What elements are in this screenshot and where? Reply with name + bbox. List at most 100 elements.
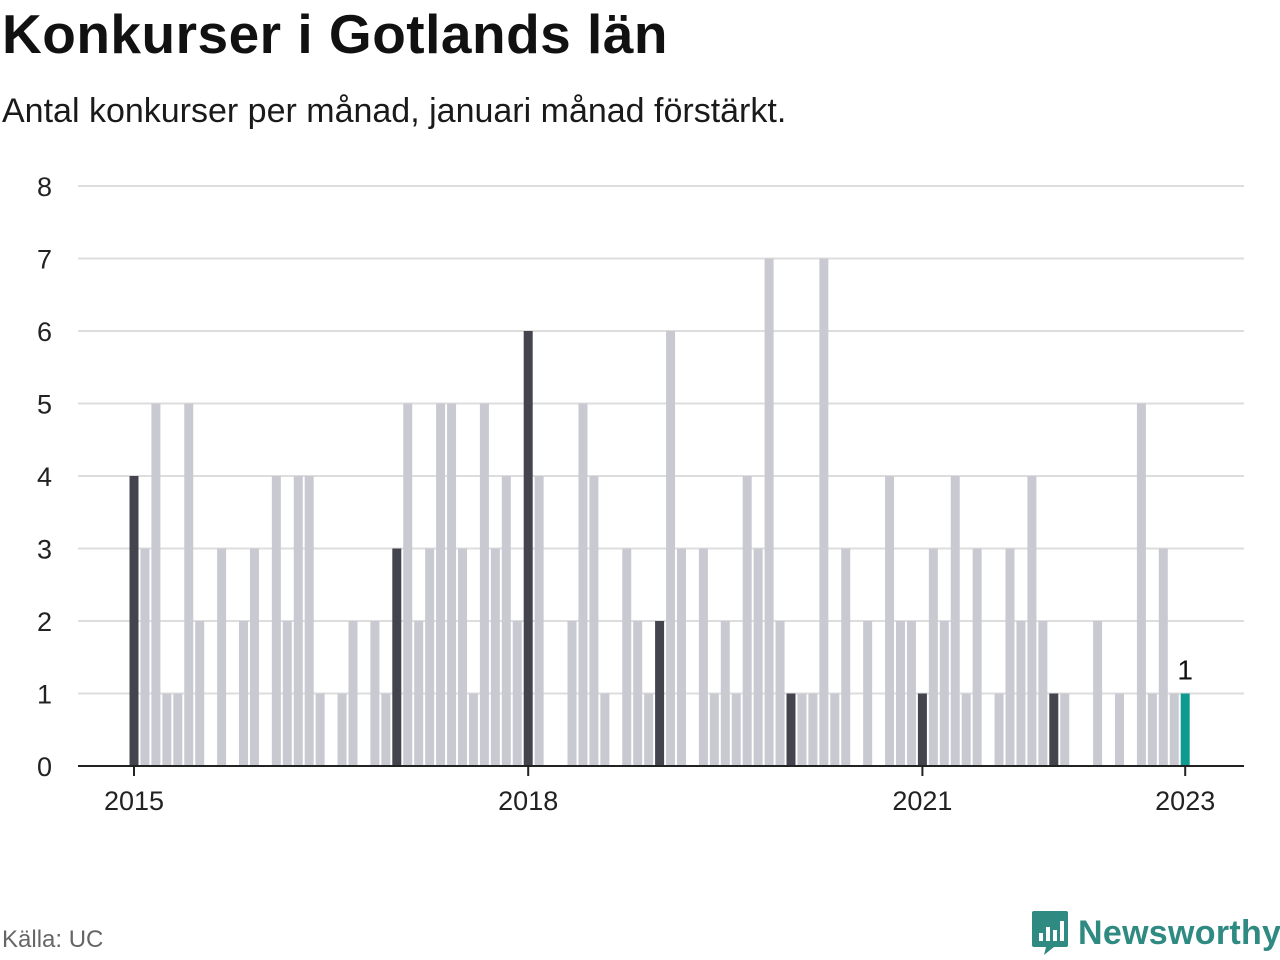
bar — [1093, 621, 1103, 766]
bar — [271, 476, 281, 766]
bar — [1180, 693, 1190, 766]
bar — [764, 258, 774, 766]
bar — [239, 621, 248, 766]
bar — [775, 621, 785, 766]
bar — [709, 693, 719, 766]
x-tick-label: 2015 — [104, 786, 164, 816]
bar — [304, 476, 314, 766]
brand-logo: Newsworthy — [1030, 908, 1280, 958]
chart-title: Konkurser i Gotlands län — [2, 3, 669, 65]
bar-chart: 0 1 2 3 4 5 6 7 8 2015 2018 2021 2023 1 — [37, 172, 1244, 816]
bar — [600, 693, 610, 766]
bar — [129, 476, 139, 766]
bar — [567, 621, 577, 766]
bar — [184, 403, 194, 766]
last-value-label: 1 — [1177, 655, 1193, 686]
newsworthy-logo-icon — [1032, 911, 1068, 955]
bar — [512, 621, 522, 766]
bar — [501, 476, 511, 766]
bar — [731, 693, 741, 766]
bar — [195, 621, 205, 766]
bar — [939, 621, 949, 766]
bar — [337, 693, 347, 766]
bar — [786, 693, 796, 766]
bar — [972, 548, 982, 766]
bar — [173, 693, 183, 766]
brand-name: Newsworthy — [1078, 913, 1280, 952]
bar — [994, 693, 1004, 766]
bar — [315, 693, 325, 766]
bar — [151, 403, 161, 766]
bar — [293, 476, 303, 766]
chart-subtitle: Antal konkurser per månad, januari månad… — [2, 92, 787, 130]
bar — [249, 548, 259, 766]
bar — [644, 693, 654, 766]
bar — [1136, 403, 1146, 766]
y-tick-label: 7 — [37, 245, 52, 275]
bar — [458, 548, 467, 766]
bar — [392, 548, 402, 766]
y-tick-label: 3 — [37, 535, 52, 565]
bar — [622, 548, 632, 766]
bar — [753, 548, 763, 766]
bar — [698, 548, 708, 766]
bar — [808, 693, 818, 766]
bar — [589, 476, 599, 766]
bar — [720, 621, 730, 766]
bar — [523, 331, 533, 766]
bar — [217, 548, 227, 766]
bar — [950, 476, 960, 766]
x-tick-label: 2018 — [498, 786, 558, 816]
bar — [917, 693, 927, 766]
bar — [348, 621, 358, 766]
bar — [534, 476, 544, 766]
bar — [885, 476, 895, 766]
bar — [841, 548, 851, 766]
bar — [162, 693, 172, 766]
bar — [1147, 693, 1157, 766]
x-tick-label: 2021 — [892, 786, 952, 816]
bar — [677, 548, 686, 766]
bar — [1038, 621, 1048, 766]
y-tick-label: 8 — [37, 172, 52, 202]
bar — [479, 403, 489, 766]
bar — [1005, 548, 1015, 766]
bar — [906, 621, 916, 766]
bar — [1169, 693, 1179, 766]
bar — [666, 331, 676, 766]
bar — [578, 403, 588, 766]
y-tick-label: 1 — [37, 680, 52, 710]
y-tick-label: 4 — [37, 462, 52, 492]
bar — [896, 621, 905, 766]
x-tick-label: 2023 — [1155, 786, 1215, 816]
bar — [436, 403, 446, 766]
bar — [830, 693, 840, 766]
bar — [1049, 693, 1059, 766]
bar — [1158, 548, 1168, 766]
bar — [490, 548, 500, 766]
bar — [381, 693, 391, 766]
bar — [403, 403, 413, 766]
bar — [1027, 476, 1037, 766]
bar — [961, 693, 971, 766]
bar — [447, 403, 457, 766]
bar — [425, 548, 435, 766]
bar — [633, 621, 643, 766]
bar — [282, 621, 292, 766]
bar — [370, 621, 380, 766]
y-tick-label: 2 — [37, 607, 52, 637]
y-tick-label: 0 — [37, 752, 52, 782]
source-label: Källa: UC — [2, 926, 104, 953]
bar — [863, 621, 873, 766]
bar — [655, 621, 665, 766]
y-tick-label: 5 — [37, 390, 52, 420]
bar — [140, 548, 150, 766]
bar — [1115, 693, 1124, 766]
bar — [1016, 621, 1026, 766]
bar — [928, 548, 938, 766]
bar — [742, 476, 752, 766]
bar — [468, 693, 478, 766]
bar — [414, 621, 424, 766]
bar — [819, 258, 829, 766]
y-tick-label: 6 — [37, 317, 52, 347]
